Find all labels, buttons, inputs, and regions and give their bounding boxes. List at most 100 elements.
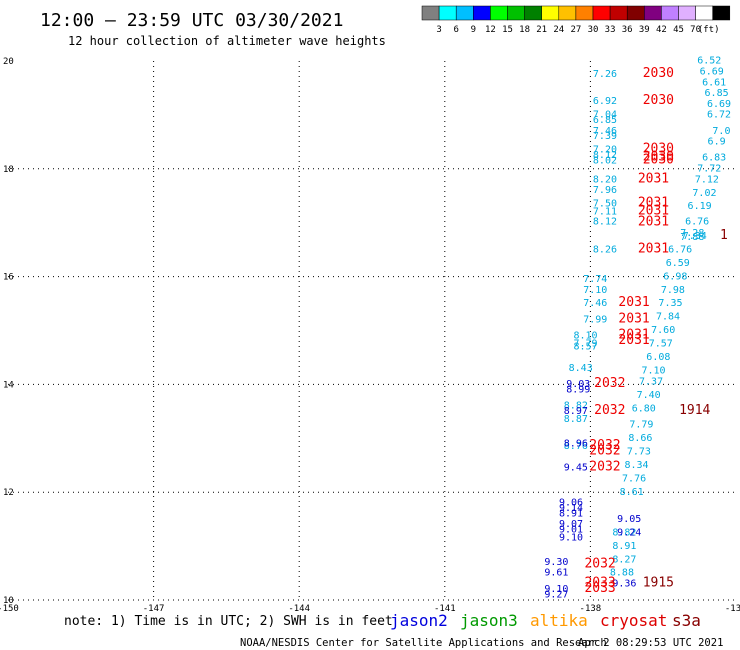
jason2-point-label: 9.30 <box>544 557 568 568</box>
colorbar-label: 39 <box>639 25 650 35</box>
axis-ticks: -150 -147 -144 -141 -138 -13 20 18 16 14 12 10 <box>0 57 740 614</box>
colorbar-swatch <box>575 5 594 21</box>
colorbar-label: 3 <box>436 25 441 35</box>
chart-subtitle: 12 hour collection of altimeter wave hei… <box>68 34 386 48</box>
jason3-point-label: 8.10 <box>573 331 597 342</box>
colorbar-swatch <box>421 5 440 21</box>
jason3-point-label: 7.20 <box>593 145 617 156</box>
jason3-point-label: 7.46 <box>583 298 607 309</box>
jason3-point-label: 6.9 <box>708 137 726 148</box>
jason3-point-label: 6.72 <box>707 110 731 121</box>
colorbar-label: 6 <box>453 25 458 35</box>
cryosat-point-label: 2031 <box>638 214 669 229</box>
jason3-point-label: 8.12 <box>593 216 617 227</box>
jason3-point-label: 8.61 <box>620 487 644 498</box>
jason3-point-label: 6.69 <box>707 99 731 110</box>
cryosat-point-label: 2030 <box>643 66 674 81</box>
jason3-point-label: 6.85 <box>593 115 617 126</box>
jason2-point-label: 9.07 <box>559 519 583 530</box>
y-tick-label: 10 <box>3 596 14 606</box>
jason3-point-label: 7.02 <box>692 188 716 199</box>
footer-note: note: 1) Time is in UTC; 2) SWH is in fe… <box>64 614 393 629</box>
jason3-point-label: 7.39 <box>593 131 617 142</box>
colorbar-swatch <box>558 5 577 21</box>
y-tick-label: 16 <box>3 273 14 283</box>
colorbar-label: (ft) <box>698 25 720 35</box>
jason3-point-label: 8.12 <box>593 150 617 161</box>
data-points: 7.266.927.046.857.467.397.208.128.028.20… <box>544 56 731 601</box>
colorbar-swatch <box>712 5 731 21</box>
jason3-point-label: 7.10 <box>641 366 665 377</box>
jason3-point-label: 7.12 <box>695 174 719 185</box>
jason2-point-label: 9.05 <box>617 514 641 525</box>
jason3-point-label: 7.79 <box>573 339 597 350</box>
jason2-point-label: 9.10 <box>559 533 583 544</box>
cryosat-point-label: 2033 <box>584 581 615 596</box>
cryosat-point-label: 2030 <box>643 142 674 157</box>
colorbar-swatch <box>695 5 713 21</box>
cryosat-point-label: 2031 <box>638 171 669 186</box>
x-tick-label: -13 <box>725 604 740 614</box>
x-tick-label: -141 <box>434 604 456 614</box>
colorbar-swatch <box>678 5 696 21</box>
colorbar-swatch <box>644 5 662 21</box>
x-tick-label: -138 <box>580 604 602 614</box>
jason3-point-label: 7.34 <box>683 231 707 242</box>
jason3-point-label: 7.40 <box>637 390 661 401</box>
jason3-point-label: 8.76 <box>564 441 588 452</box>
jason3-point-label: 6.92 <box>593 96 617 107</box>
cryosat-point-label: 2031 <box>638 241 669 256</box>
jason3-point-label: 7.04 <box>593 110 617 121</box>
cryosat-point-label: 2032 <box>589 443 620 458</box>
colorbar-label: 36 <box>622 25 633 35</box>
jason2-point-label: 8.99 <box>566 384 590 395</box>
jason2-point-label: 8.97 <box>564 406 588 417</box>
jason3-point-label: 7.37 <box>639 376 663 387</box>
jason3-point-label: 7.98 <box>661 285 685 296</box>
jason2-point-label: 9.06 <box>559 498 583 509</box>
jason3-point-label: 6.76 <box>685 216 709 227</box>
s3a-point-label: 1 <box>720 228 728 243</box>
mission-legend: jason2 jason3 altika cryosat s3a <box>390 611 701 630</box>
jason2-point-label: 9.61 <box>544 568 568 579</box>
jason2-point-label: 9.10 <box>544 584 568 595</box>
colorbar-swatch <box>438 5 457 21</box>
jason2-point-label: 9.01 <box>559 525 583 536</box>
cryosat-point-label: 2031 <box>618 333 649 348</box>
mission-legend-altika: altika <box>530 611 588 630</box>
chart-title: 12:00 – 23:59 UTC 03/30/2021 <box>40 10 343 31</box>
jason3-point-label: 7.72 <box>697 163 721 174</box>
x-tick-label: -150 <box>0 604 19 614</box>
jason3-point-label: 8.66 <box>628 433 652 444</box>
colorbar-swatch <box>609 5 628 21</box>
colorbar-label: 21 <box>536 25 547 35</box>
colorbar-label: 9 <box>471 25 476 35</box>
jason3-point-label: 8.88 <box>610 568 634 579</box>
jason3-point-label: 7.0 <box>712 126 730 137</box>
jason3-point-label: 8.82 <box>612 527 636 538</box>
jason3-point-label: 6.08 <box>646 352 670 363</box>
jason2-point-label: 9.45 <box>564 463 588 474</box>
cryosat-point-label: 2031 <box>638 204 669 219</box>
jason3-point-label: 8.20 <box>593 174 617 185</box>
jason2-point-label: 9.27 <box>544 589 568 600</box>
jason2-point-label: 9.36 <box>612 579 636 590</box>
mission-legend-cryosat: cryosat <box>600 611 667 630</box>
cryosat-point-label: 2031 <box>618 311 649 326</box>
colorbar-swatch <box>490 5 508 21</box>
jason3-point-label: 7.74 <box>583 274 607 285</box>
colorbar-swatch <box>626 5 645 21</box>
colorbar-label: 18 <box>519 25 530 35</box>
jason2-point-label: 9.03 <box>566 379 590 390</box>
cryosat-point-label: 2030 <box>643 93 674 108</box>
jason3-point-label: 8.26 <box>593 244 617 255</box>
colorbar-label: 70 <box>690 25 701 35</box>
colorbar-swatch <box>473 5 491 21</box>
jason3-point-label: 7.76 <box>622 473 646 484</box>
jason3-point-label: 6.83 <box>702 153 726 164</box>
jason3-point-label: 7.79 <box>629 420 653 431</box>
jason3-point-label: 7.35 <box>658 298 682 309</box>
jason3-point-label: 7.96 <box>593 185 617 196</box>
colorbar-label: 33 <box>605 25 616 35</box>
